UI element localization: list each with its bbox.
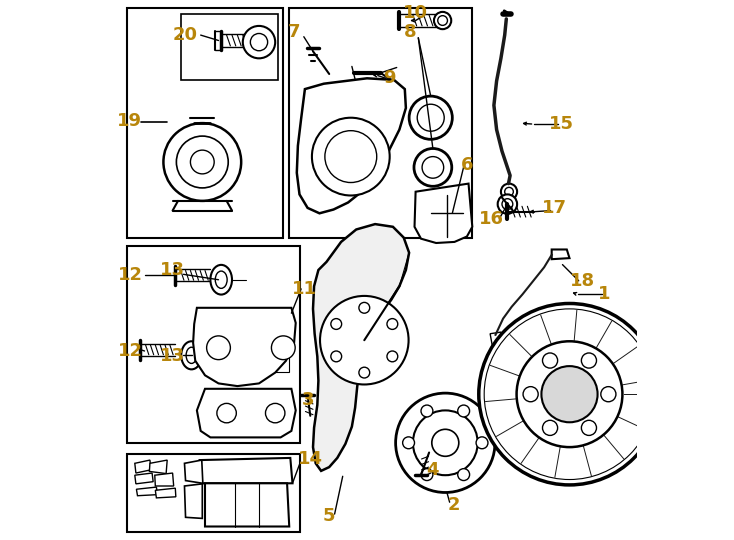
Polygon shape (197, 389, 296, 437)
Circle shape (250, 33, 268, 51)
Text: 3: 3 (302, 390, 314, 409)
Circle shape (413, 410, 478, 475)
Circle shape (176, 136, 228, 188)
Circle shape (581, 353, 597, 368)
Circle shape (417, 104, 444, 131)
Polygon shape (193, 308, 296, 386)
Polygon shape (200, 458, 292, 483)
Circle shape (458, 469, 470, 481)
Polygon shape (552, 249, 570, 259)
Text: 9: 9 (383, 69, 396, 87)
Text: 18: 18 (570, 272, 595, 290)
Circle shape (331, 319, 341, 329)
Circle shape (601, 387, 616, 402)
Circle shape (476, 437, 488, 449)
Circle shape (331, 351, 341, 362)
Polygon shape (205, 483, 289, 526)
Circle shape (517, 341, 622, 447)
Circle shape (359, 367, 370, 378)
Circle shape (266, 403, 285, 423)
Text: 16: 16 (479, 210, 504, 228)
Text: 10: 10 (403, 4, 428, 23)
Text: 6: 6 (461, 156, 473, 174)
Circle shape (434, 12, 451, 29)
Bar (288, 8, 472, 238)
Circle shape (505, 187, 513, 196)
Polygon shape (155, 473, 174, 486)
Ellipse shape (211, 265, 232, 295)
Polygon shape (313, 224, 409, 471)
Circle shape (243, 26, 275, 58)
Ellipse shape (215, 271, 227, 288)
Ellipse shape (181, 341, 202, 369)
Circle shape (403, 437, 415, 449)
Bar (127, 8, 283, 238)
Text: 17: 17 (542, 199, 567, 217)
Circle shape (479, 303, 660, 485)
Bar (213, 399, 288, 429)
Circle shape (542, 420, 558, 435)
Circle shape (432, 429, 459, 456)
Polygon shape (150, 460, 167, 474)
Circle shape (409, 96, 452, 139)
Circle shape (437, 16, 448, 25)
Circle shape (325, 131, 377, 183)
Text: 7: 7 (288, 23, 300, 42)
Circle shape (421, 469, 433, 481)
Polygon shape (137, 487, 158, 496)
Circle shape (217, 403, 236, 423)
Polygon shape (490, 332, 503, 346)
Polygon shape (415, 184, 472, 243)
Text: 11: 11 (292, 280, 317, 298)
Circle shape (387, 319, 398, 329)
Ellipse shape (186, 347, 197, 363)
Bar (213, 324, 288, 372)
Text: 19: 19 (117, 112, 142, 131)
Circle shape (542, 353, 558, 368)
Circle shape (498, 194, 517, 214)
Circle shape (422, 157, 443, 178)
Circle shape (581, 420, 597, 435)
Circle shape (484, 309, 655, 480)
Text: 12: 12 (118, 342, 143, 360)
Circle shape (414, 148, 452, 186)
Polygon shape (184, 460, 203, 483)
Circle shape (272, 336, 295, 360)
Text: 1: 1 (598, 285, 611, 303)
Circle shape (190, 150, 214, 174)
Bar (127, 454, 299, 532)
Text: 13: 13 (160, 347, 185, 366)
Text: 15: 15 (549, 115, 574, 133)
Polygon shape (135, 460, 151, 473)
Text: 20: 20 (172, 26, 197, 44)
Circle shape (320, 296, 409, 384)
Bar (127, 246, 299, 443)
Circle shape (312, 118, 390, 195)
Text: 8: 8 (404, 23, 416, 42)
Circle shape (421, 405, 433, 417)
Text: 14: 14 (298, 450, 323, 468)
Text: 4: 4 (426, 461, 439, 479)
Text: 5: 5 (323, 507, 335, 525)
Polygon shape (297, 78, 406, 213)
Circle shape (458, 405, 470, 417)
Circle shape (387, 351, 398, 362)
Circle shape (523, 387, 538, 402)
Circle shape (164, 123, 241, 201)
Circle shape (502, 199, 513, 210)
Bar (181, 14, 278, 80)
Text: 2: 2 (447, 496, 459, 514)
Polygon shape (184, 484, 203, 518)
Polygon shape (135, 473, 153, 484)
Text: 13: 13 (160, 261, 185, 279)
Polygon shape (156, 488, 176, 498)
Circle shape (206, 336, 230, 360)
Circle shape (359, 302, 370, 313)
Circle shape (501, 184, 517, 200)
Circle shape (542, 366, 597, 422)
Text: 12: 12 (118, 266, 143, 285)
Circle shape (396, 393, 495, 492)
